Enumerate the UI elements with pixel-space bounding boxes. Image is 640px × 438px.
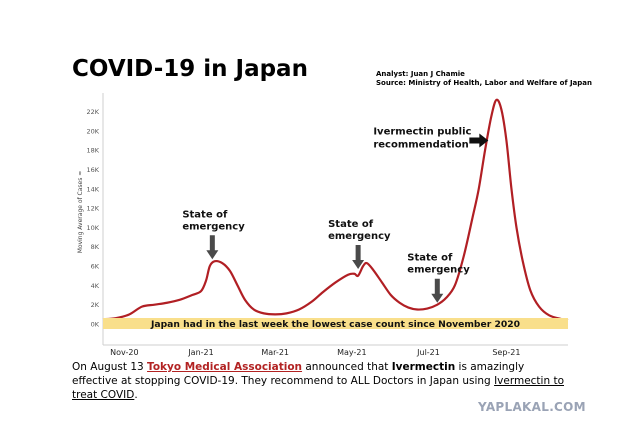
tokyo-medical-association-link[interactable]: Tokyo Medical Association — [147, 361, 303, 373]
annotation-text: emergency — [182, 221, 245, 232]
caption-drug: Ivermectin — [391, 361, 456, 373]
annotation-arrow-down — [206, 235, 219, 260]
y-tick-label: 22K — [86, 108, 99, 116]
y-tick-label: 10K — [86, 224, 99, 232]
annotation-text: emergency — [407, 265, 470, 276]
annotation-text: Ivermectin public — [373, 126, 471, 137]
annotation-text: State of — [182, 209, 228, 220]
y-tick-label: 2K — [91, 301, 100, 309]
annotation-text: State of — [328, 219, 374, 230]
x-tick-label: Nov-20 — [110, 348, 138, 357]
annotation-arrow-down — [431, 278, 444, 303]
analyst-credit: Analyst: Juan J Chamie — [376, 70, 465, 78]
watermark: YAPLAKAL.COM — [478, 400, 586, 414]
caption-rest: is amazingly effective at stopping COVID… — [72, 361, 525, 387]
annotation-text: recommendation — [373, 139, 468, 150]
y-tick-label: 0K — [91, 321, 100, 329]
y-axis-label: Moving Average of Cases ≈ — [77, 171, 84, 254]
line-chart: 0K 2K 4K 6K 8K 10K 12K 14K 16K 18K 20K 22K Moving Av… — [77, 93, 569, 357]
y-tick-label: 20K — [86, 127, 99, 135]
caption-middle: announced that — [302, 361, 392, 373]
y-tick-label: 16K — [86, 166, 99, 174]
chart-title: COVID-19 in Japan — [72, 56, 308, 82]
y-tick-label: 8K — [91, 243, 100, 251]
caption: On August 13 Tokyo Medical Association a… — [72, 360, 572, 402]
highlight-band-text: Japan had in the last week the lowest ca… — [150, 319, 520, 330]
x-tick-label: Mar-21 — [261, 348, 289, 357]
x-tick-label: Jan-21 — [187, 348, 213, 357]
y-tick-label: 6K — [91, 263, 100, 271]
ivermectin-link[interactable]: Ivermectin to treat COVID — [72, 375, 564, 401]
source-credit: Source: Ministry of Health, Labor and We… — [376, 79, 592, 87]
y-tick-label: 4K — [91, 282, 100, 290]
x-tick-label: Sep-21 — [492, 348, 520, 357]
y-tick-label: 14K — [86, 185, 99, 193]
x-tick-label: May-21 — [337, 348, 366, 357]
y-tick-label: 12K — [86, 205, 99, 213]
annotation-text: State of — [407, 253, 453, 264]
caption-end: . — [134, 389, 138, 401]
annotation-arrow-down — [352, 244, 365, 269]
annotation-arrow-right — [469, 133, 489, 148]
y-tick-label: 18K — [86, 147, 99, 155]
highlight-band — [103, 318, 568, 329]
series-line-0 — [102, 98, 569, 322]
caption-prefix: On August 13 — [72, 361, 148, 373]
x-tick-label: Jul-21 — [416, 348, 440, 357]
annotation-text: emergency — [328, 231, 391, 242]
